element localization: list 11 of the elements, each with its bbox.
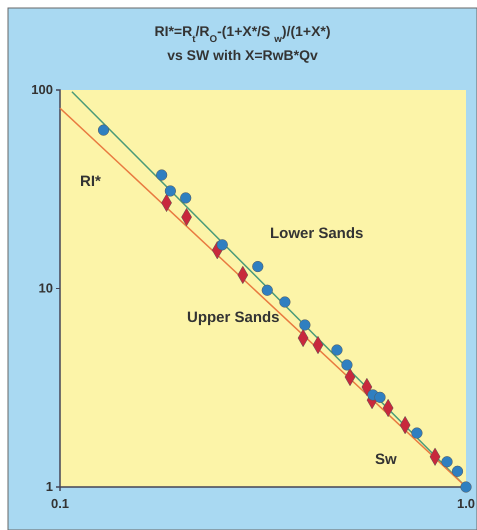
y-axis-title: RI* bbox=[80, 173, 101, 190]
annotation: Upper Sands bbox=[187, 309, 280, 326]
annotation: Lower Sands bbox=[270, 225, 364, 242]
y-tick-label: 10 bbox=[38, 280, 53, 296]
x-axis-title: Sw bbox=[375, 451, 398, 468]
y-tick-label: 1 bbox=[46, 479, 53, 494]
chart-title: RI*=R$_{t}$/R$_{O}$-(1+X*/S $_{w}$)/(1+X*) bbox=[154, 23, 331, 44]
x-tick-label: 0.1 bbox=[50, 496, 70, 512]
chart-subtitle: vs SW with X=RwB*Qv bbox=[167, 47, 318, 63]
x-tick-label: 1.0 bbox=[456, 496, 476, 512]
y-tick-label: 100 bbox=[31, 82, 53, 98]
